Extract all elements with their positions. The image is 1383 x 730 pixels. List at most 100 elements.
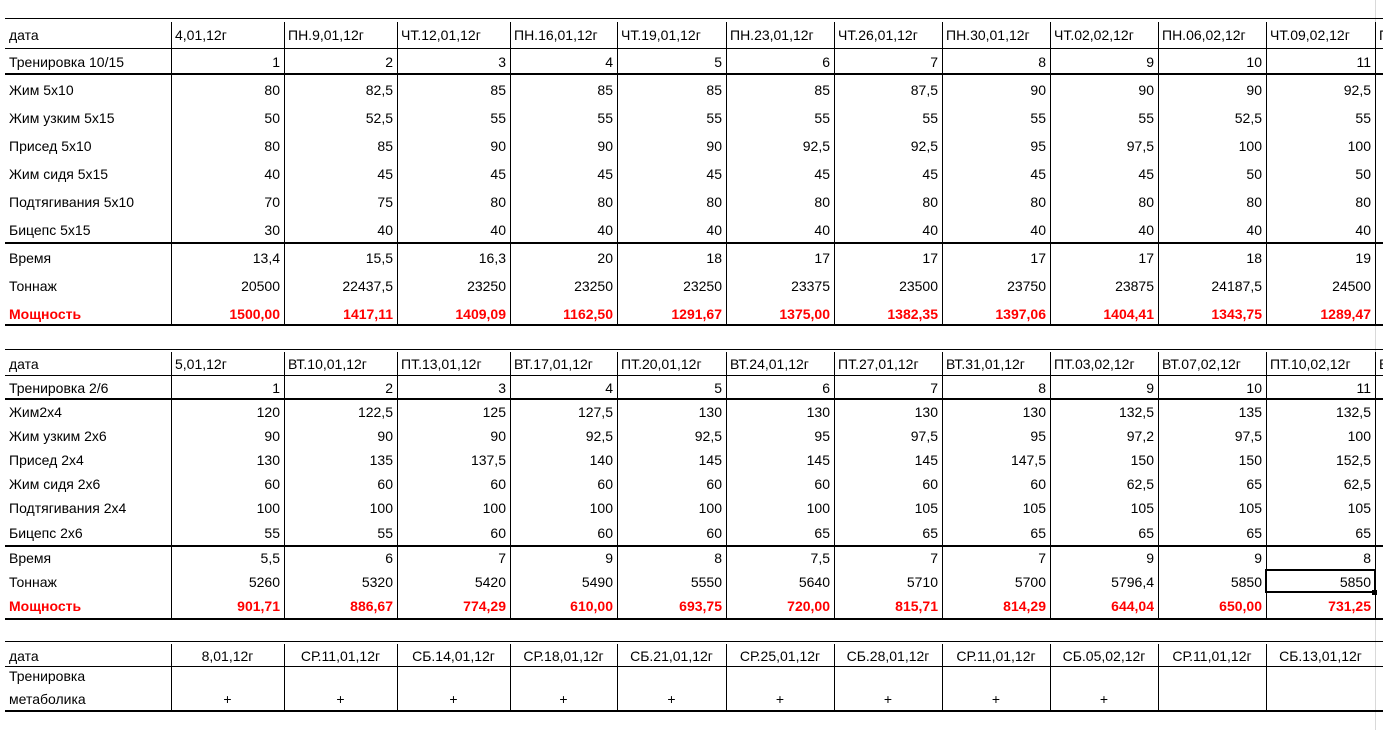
date-row-cell[interactable]: ПТ.10,02,12г bbox=[1270, 356, 1351, 372]
date-row-cell[interactable]: ЧТ.19,01,12г bbox=[621, 27, 701, 43]
data-row-cell[interactable]: 9 bbox=[1146, 54, 1154, 70]
metabolic-mark-cell[interactable]: + bbox=[223, 691, 232, 707]
data-row-cell[interactable]: 11 bbox=[1356, 54, 1371, 70]
power-row-cell[interactable]: 814,29 bbox=[1003, 598, 1046, 614]
data-row-cell[interactable]: 40 bbox=[1246, 222, 1262, 238]
data-row-cell[interactable]: 60 bbox=[1030, 476, 1046, 492]
date-row-cell[interactable]: ПН.23,01,12г bbox=[730, 27, 814, 43]
data-row-cell[interactable]: 40 bbox=[377, 222, 393, 238]
metabolic-mark-cell[interactable]: + bbox=[667, 691, 676, 707]
metabolic-date-cell[interactable]: СБ.28,01,12г bbox=[846, 648, 930, 664]
data-row-cell[interactable]: 60 bbox=[814, 476, 830, 492]
data-row-cell[interactable]: 60 bbox=[597, 525, 613, 541]
data-row-cell[interactable]: 60 bbox=[490, 476, 506, 492]
data-row-cell[interactable]: 85 bbox=[377, 138, 393, 154]
data-row-cell[interactable]: 105 bbox=[1238, 500, 1262, 516]
data-row-cell[interactable]: 140 bbox=[589, 452, 613, 468]
data-row-cell[interactable]: 150 bbox=[1130, 452, 1154, 468]
data-row-cell[interactable]: 60 bbox=[490, 525, 506, 541]
metabolic-date-cell[interactable]: СБ.14,01,12г bbox=[412, 648, 495, 664]
power-row-cell[interactable]: 731,25 bbox=[1328, 598, 1371, 614]
data-row-cell[interactable]: 45 bbox=[377, 166, 393, 182]
data-row-cell[interactable]: 6 bbox=[385, 550, 393, 566]
power-row-cell[interactable]: 901,71 bbox=[237, 598, 280, 614]
data-row-label[interactable]: Тоннаж bbox=[9, 574, 57, 590]
data-row-cell[interactable]: 23375 bbox=[791, 278, 830, 294]
data-row-cell[interactable]: 62,5 bbox=[1126, 476, 1154, 492]
date-row-cell[interactable]: В bbox=[1375, 352, 1383, 376]
power-row-cell[interactable]: 650,00 bbox=[1219, 598, 1262, 614]
date-row-cell[interactable]: ЧТ.09,02,12г bbox=[1270, 27, 1350, 43]
data-row-cell[interactable]: 80 bbox=[264, 138, 280, 154]
power-row-cell[interactable]: 1409,09 bbox=[455, 306, 506, 322]
data-row-cell[interactable]: 23250 bbox=[574, 278, 613, 294]
date-row-cell[interactable]: ПН.30,01,12г bbox=[946, 27, 1030, 43]
date-row-cell[interactable]: ЧТ.02,02,12г bbox=[1054, 27, 1134, 43]
data-row-cell[interactable]: 127,5 bbox=[577, 404, 613, 420]
data-row-cell[interactable]: 97,5 bbox=[1234, 428, 1262, 444]
selected-cell-outline[interactable] bbox=[1265, 569, 1376, 593]
data-row-cell[interactable]: 100 bbox=[256, 500, 280, 516]
data-row-cell[interactable]: 20500 bbox=[241, 278, 280, 294]
data-row-cell[interactable]: 100 bbox=[698, 500, 722, 516]
data-row-label[interactable]: Бицепс 2х6 bbox=[9, 525, 83, 541]
data-row-cell[interactable]: 23500 bbox=[899, 278, 938, 294]
data-row-cell[interactable]: 80 bbox=[490, 194, 506, 210]
power-row-cell[interactable]: 774,29 bbox=[463, 598, 506, 614]
data-row-cell[interactable]: 65 bbox=[1246, 476, 1262, 492]
data-row-cell[interactable]: 40 bbox=[1138, 222, 1154, 238]
data-row-cell[interactable]: 130 bbox=[806, 404, 830, 420]
data-row-cell[interactable]: 90 bbox=[1246, 82, 1262, 98]
data-row-cell[interactable]: 80 bbox=[922, 194, 938, 210]
data-row-cell[interactable]: 7 bbox=[930, 380, 938, 396]
metabolic-date-cell[interactable]: СР.11,01,12г bbox=[956, 648, 1036, 664]
data-row-cell[interactable]: 145 bbox=[806, 452, 830, 468]
metabolic-mark-cell[interactable]: + bbox=[1099, 691, 1109, 707]
data-row-cell[interactable]: 55 bbox=[597, 110, 613, 126]
data-row-cell[interactable]: 92,5 bbox=[585, 428, 613, 444]
data-row-cell[interactable]: 97,5 bbox=[1126, 138, 1154, 154]
data-row-cell[interactable]: 45 bbox=[706, 166, 722, 182]
data-row-cell[interactable]: 7 bbox=[1038, 550, 1046, 566]
date-row-cell[interactable]: ЧТ.12,01,12г bbox=[401, 27, 481, 43]
data-row-cell[interactable]: 55 bbox=[1138, 110, 1154, 126]
data-row-cell[interactable]: 8 bbox=[1038, 380, 1046, 396]
data-row-cell[interactable]: 3 bbox=[498, 380, 506, 396]
data-row-cell[interactable]: 5 bbox=[714, 380, 722, 396]
data-row-label[interactable]: Тренировка 10/15 bbox=[9, 54, 125, 70]
date-row-label[interactable]: дата bbox=[9, 356, 39, 372]
data-row-cell[interactable]: 62,5 bbox=[1343, 476, 1371, 492]
date-row-cell[interactable]: ПТ.13,01,12г bbox=[401, 356, 482, 372]
data-row-cell[interactable]: 60 bbox=[706, 476, 722, 492]
data-row-cell[interactable]: 18 bbox=[1246, 250, 1262, 266]
date-row-cell[interactable]: ПН.06,02,12г bbox=[1162, 27, 1246, 43]
data-row-cell[interactable]: 17 bbox=[1138, 250, 1154, 266]
data-row-cell[interactable]: 65 bbox=[1138, 525, 1154, 541]
power-row-cell[interactable]: 886,67 bbox=[350, 598, 393, 614]
metabolic-date-cell[interactable]: СБ.21,01,12г bbox=[630, 648, 713, 664]
metabolic-mark-cell[interactable] bbox=[1158, 689, 1266, 709]
data-row-cell[interactable]: 7 bbox=[930, 550, 938, 566]
data-row-cell[interactable]: 65 bbox=[1355, 525, 1371, 541]
data-row-cell[interactable]: 97,2 bbox=[1126, 428, 1154, 444]
metabolic-mark-cell[interactable]: + bbox=[559, 691, 568, 707]
metabolic-label-line2[interactable]: метаболика bbox=[9, 691, 86, 707]
metabolic-date-cell[interactable]: СБ.05,02,12г bbox=[1062, 648, 1146, 664]
data-row-cell[interactable]: 40 bbox=[1030, 222, 1046, 238]
data-row-label[interactable]: Жим узким 5х15 bbox=[9, 110, 115, 126]
data-row-cell[interactable]: 23250 bbox=[467, 278, 506, 294]
data-row-cell[interactable]: 17 bbox=[922, 250, 938, 266]
power-row-label[interactable]: Мощность bbox=[9, 598, 82, 614]
data-row-label[interactable]: Жим сидя 5х15 bbox=[9, 166, 109, 182]
data-row-cell[interactable]: 11 bbox=[1356, 380, 1371, 396]
data-row-cell[interactable]: 5850 bbox=[1339, 574, 1371, 590]
data-row-label[interactable]: Жим 5х10 bbox=[9, 82, 74, 98]
data-row-label[interactable]: Жим2х4 bbox=[9, 404, 62, 420]
date-row-cell[interactable]: ПН.9,01,12г bbox=[288, 27, 364, 43]
power-row-cell[interactable]: 1500,00 bbox=[229, 306, 280, 322]
data-row-cell[interactable]: 90 bbox=[1138, 82, 1154, 98]
data-row-cell[interactable]: 55 bbox=[377, 525, 393, 541]
data-row-cell[interactable]: 55 bbox=[922, 110, 938, 126]
data-row-cell[interactable]: 100 bbox=[369, 500, 393, 516]
date-row-cell[interactable]: ВТ.24,01,12г bbox=[730, 356, 809, 372]
